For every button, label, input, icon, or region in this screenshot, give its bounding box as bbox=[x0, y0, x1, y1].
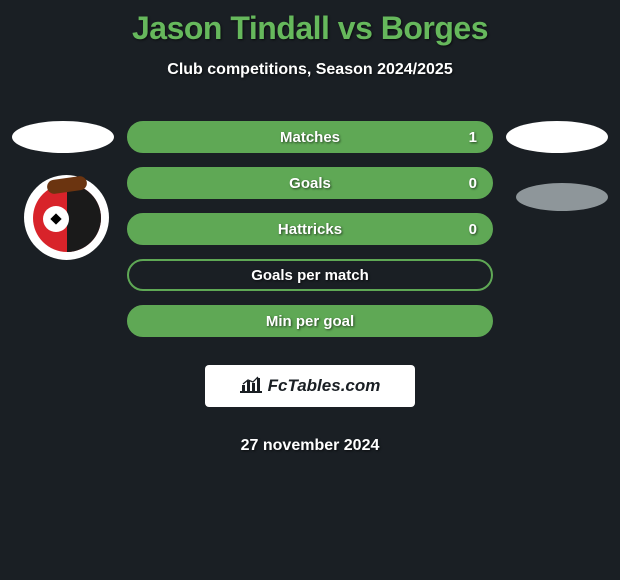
stat-label: Min per goal bbox=[266, 313, 354, 330]
club-logo-left bbox=[24, 175, 109, 260]
left-column bbox=[12, 121, 117, 455]
page-title: Jason Tindall vs Borges bbox=[0, 10, 620, 47]
stat-label: Matches bbox=[280, 129, 340, 146]
stat-value: 0 bbox=[469, 221, 477, 238]
player-placeholder-right bbox=[506, 121, 608, 153]
stats-bars: Matches 1 Goals 0 Hattricks 0 Goals per … bbox=[117, 121, 503, 455]
stat-label: Hattricks bbox=[278, 221, 342, 238]
brand-badge: FcTables.com bbox=[205, 365, 415, 407]
right-column bbox=[503, 121, 608, 455]
stat-label: Goals per match bbox=[251, 267, 369, 284]
stat-value: 0 bbox=[469, 175, 477, 192]
brand-text: FcTables.com bbox=[268, 376, 381, 396]
stat-value: 1 bbox=[469, 129, 477, 146]
stat-label: Goals bbox=[289, 175, 331, 192]
club-logo-inner bbox=[33, 184, 101, 252]
club-logo-ball-icon bbox=[43, 206, 69, 232]
club-logo-stripe bbox=[67, 184, 101, 252]
comparison-card: Jason Tindall vs Borges Club competition… bbox=[0, 0, 620, 465]
club-placeholder-right bbox=[516, 183, 608, 211]
chart-area: Matches 1 Goals 0 Hattricks 0 Goals per … bbox=[0, 121, 620, 455]
stat-bar-goals-per-match: Goals per match bbox=[127, 259, 493, 291]
stat-bar-min-per-goal: Min per goal bbox=[127, 305, 493, 337]
stat-bar-matches: Matches 1 bbox=[127, 121, 493, 153]
subtitle: Club competitions, Season 2024/2025 bbox=[0, 61, 620, 79]
player-placeholder-left bbox=[12, 121, 114, 153]
stat-bar-goals: Goals 0 bbox=[127, 167, 493, 199]
date-text: 27 november 2024 bbox=[127, 437, 493, 455]
stat-bar-hattricks: Hattricks 0 bbox=[127, 213, 493, 245]
chart-icon bbox=[240, 375, 262, 398]
